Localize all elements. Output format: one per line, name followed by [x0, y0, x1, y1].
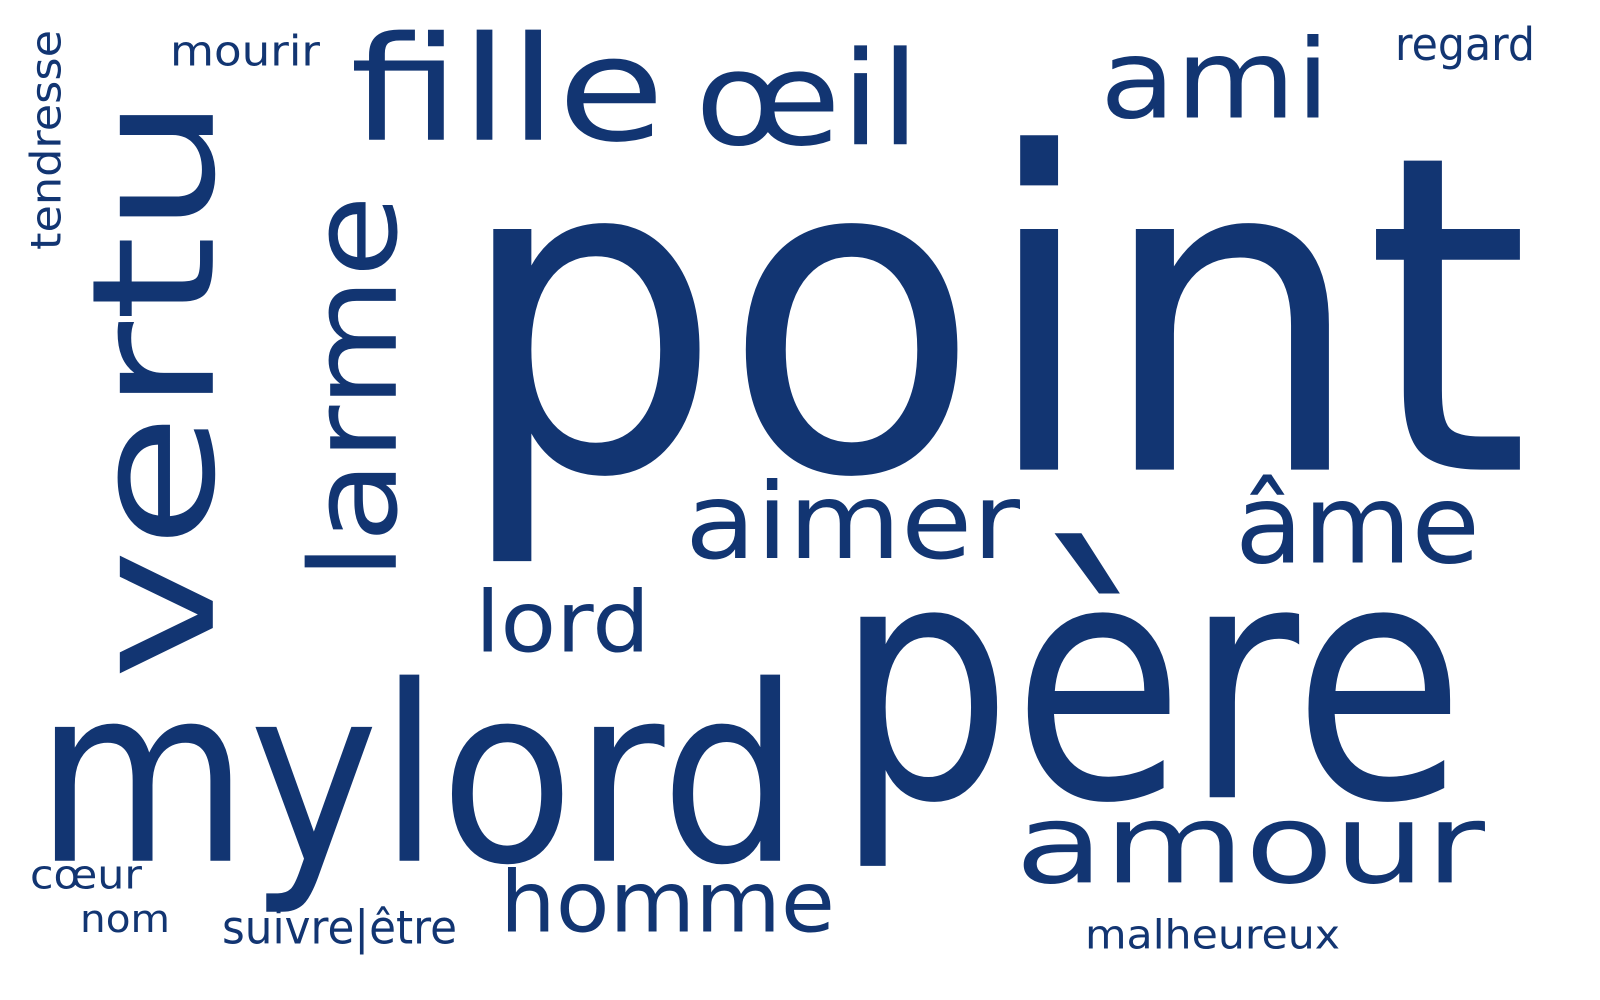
word-regard: regard [1395, 17, 1535, 71]
word-mylord: mylord [35, 632, 800, 920]
word-malheureux: malheureux [1085, 911, 1340, 959]
word-amour: amour [1015, 780, 1485, 909]
word-lord: lord [475, 572, 650, 672]
word-homme: homme [500, 852, 835, 952]
word-aimer: aimer [685, 460, 1020, 584]
word-nom: nom [80, 896, 170, 942]
word-ami: ami [1100, 15, 1330, 144]
word-coeur: cœur [30, 851, 142, 899]
word-mourir: mourir [170, 26, 320, 76]
word-fille: fille [350, 4, 665, 175]
word-point: point [455, 60, 1530, 576]
word-vertu: vertu [54, 95, 254, 681]
word-larme: larme [284, 194, 425, 580]
word-suivre-etre: suivre|être [222, 900, 457, 955]
word-pere: père [835, 490, 1465, 877]
word-ame: âme [1235, 460, 1480, 589]
word-oeil: œil [695, 23, 920, 176]
word-tendresse: tendresse [21, 29, 71, 250]
